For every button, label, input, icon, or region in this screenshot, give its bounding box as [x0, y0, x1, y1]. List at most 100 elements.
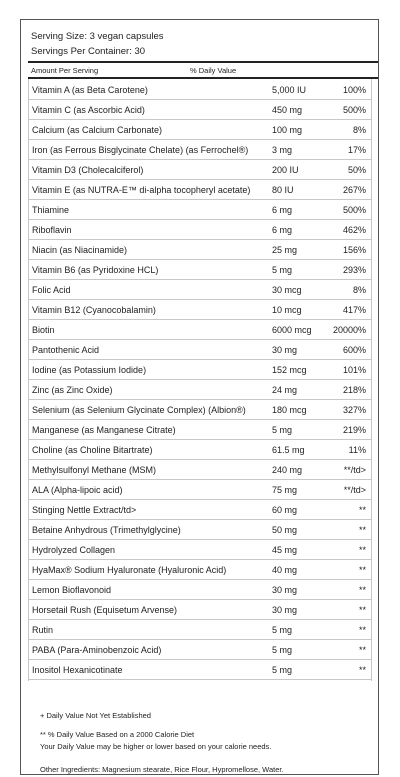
nutrient-name: Vitamin A (as Beta Carotene) [32, 85, 148, 95]
table-row: PABA (Para-Aminobenzoic Acid) 5 mg ** [28, 640, 372, 660]
table-row: Manganese (as Manganese Citrate) 5 mg 219% [28, 420, 372, 440]
amount: 10 mcg [272, 305, 302, 315]
daily-value: 267% [342, 185, 366, 195]
daily-value: ** [358, 645, 366, 655]
table-row: Vitamin B12 (Cyanocobalamin) 10 mcg 417% [28, 300, 372, 320]
table-row: Riboflavin 6 mg 462% [28, 220, 372, 240]
daily-value: 156% [342, 245, 366, 255]
nutrient-name: Selenium (as Selenium Glycinate Complex)… [32, 405, 246, 415]
table-row: Iodine (as Potassium Iodide) 152 mcg 101% [28, 360, 372, 380]
nutrient-name: Vitamin E (as NUTRA-E™ di-alpha tocopher… [32, 185, 251, 195]
daily-value: ** [358, 665, 366, 675]
table-row: Vitamin D3 (Cholecalciferol) 200 IU 50% [28, 160, 372, 180]
daily-value: ** [358, 525, 366, 535]
daily-value: 20000% [332, 325, 366, 335]
daily-value: 100% [342, 85, 366, 95]
amount: 60 mg [272, 505, 298, 515]
nutrient-name: Vitamin B12 (Cyanocobalamin) [32, 305, 156, 315]
amount: 450 mg [272, 105, 303, 115]
daily-value: 600% [342, 345, 366, 355]
nutrient-name: Vitamin D3 (Cholecalciferol) [32, 165, 144, 175]
daily-value: 8% [352, 125, 366, 135]
amount: 30 mg [272, 585, 298, 595]
nutrient-name: Rutin [32, 625, 54, 635]
dv-label: % Daily Value [190, 66, 237, 75]
daily-value: 462% [342, 225, 366, 235]
amount: 61.5 mg [272, 445, 305, 455]
nutrient-name: Iron (as Ferrous Bisglycinate Chelate) (… [32, 145, 249, 155]
amount: 30 mg [272, 345, 298, 355]
nutrient-name: Niacin (as Niacinamide) [32, 245, 128, 255]
daily-value: ** [358, 545, 366, 555]
table-row: Vitamin E (as NUTRA-E™ di-alpha tocopher… [28, 180, 372, 200]
table-row: Selenium (as Selenium Glycinate Complex)… [28, 400, 372, 420]
label-frame [20, 19, 379, 775]
footnote: Other Ingredients: Magnesium stearate, R… [40, 765, 284, 774]
table-row: Horsetail Rush (Equisetum Arvense) 30 mg *… [28, 600, 372, 620]
table-row: Choline (as Choline Bitartrate) 61.5 mg 11… [28, 440, 372, 460]
table-row: HyaMax® Sodium Hyaluronate (Hyaluronic A… [28, 560, 372, 580]
table-row: Biotin 6000 mcg 20000% [28, 320, 372, 340]
amount: 45 mg [272, 545, 298, 555]
nutrient-name: Zinc (as Zinc Oxide) [32, 385, 113, 395]
amount: 180 mcg [272, 405, 307, 415]
nutrient-name: Methylsulfonyl Methane (MSM) [32, 465, 157, 475]
table-row: Pantothenic Acid 30 mg 600% [28, 340, 372, 360]
nutrient-name: Inositol Hexanicotinate [32, 665, 123, 675]
table [28, 79, 372, 681]
serving-size: Serving Size: 3 vegan capsules [31, 31, 164, 42]
nutrient-name: Hydrolyzed Collagen [32, 545, 116, 555]
daily-value: 417% [342, 305, 366, 315]
nutrient-name: Vitamin B6 (as Pyridoxine HCL) [32, 265, 159, 275]
amount: 25 mg [272, 245, 298, 255]
nutrient-name: Manganese (as Manganese Citrate) [32, 425, 176, 435]
divider [28, 77, 378, 79]
nutrient-name: Iodine (as Potassium Iodide) [32, 365, 147, 375]
amount: 5 mg [272, 645, 293, 655]
daily-value: ** [358, 625, 366, 635]
daily-value: ** [358, 505, 366, 515]
amount: 200 IU [272, 165, 299, 175]
nutrient-name: Lemon Bioflavonoid [32, 585, 112, 595]
footnote: Your Daily Value may be higher or lower … [40, 742, 272, 751]
daily-value: 500% [342, 205, 366, 215]
nutrient-name: HyaMax® Sodium Hyaluronate (Hyaluronic A… [32, 565, 227, 575]
amount: 40 mg [272, 565, 298, 575]
nutrient-name: Pantothenic Acid [32, 345, 100, 355]
table-row: Thiamine 6 mg 500% [28, 200, 372, 220]
table-row: Hydrolyzed Collagen 45 mg ** [28, 540, 372, 560]
divider [28, 61, 378, 63]
table-row: ALA (Alpha-lipoic acid) 75 mg **/td> [28, 480, 372, 500]
table-row: Methylsulfonyl Methane (MSM) 240 mg **/td> [28, 460, 372, 480]
nutrient-name: Biotin [32, 325, 55, 335]
table-row: Vitamin B6 (as Pyridoxine HCL) 5 mg 293% [28, 260, 372, 280]
amount: 240 mg [272, 465, 303, 475]
amount: 152 mcg [272, 365, 307, 375]
nutrient-name: Vitamin C (as Ascorbic Acid) [32, 105, 145, 115]
daily-value: **/td> [343, 485, 366, 495]
nutrient-name: Calcium (as Calcium Carbonate) [32, 125, 163, 135]
table-row: Vitamin C (as Ascorbic Acid) 450 mg 500% [28, 100, 372, 120]
footnote: + Daily Value Not Yet Established [40, 711, 151, 720]
table-row: Calcium (as Calcium Carbonate) 100 mg 8% [28, 120, 372, 140]
table-row: Vitamin A (as Beta Carotene) 5,000 IU 100% [28, 80, 372, 100]
nutrient-name: Folic Acid [32, 285, 71, 295]
nutrient-name: ALA (Alpha-lipoic acid) [32, 485, 123, 495]
daily-value: 17% [347, 145, 366, 155]
amount: 6 mg [272, 205, 293, 215]
table-row: Niacin (as Niacinamide) 25 mg 156% [28, 240, 372, 260]
daily-value: 219% [342, 425, 366, 435]
amount: 5,000 IU [272, 85, 307, 95]
daily-value: 8% [352, 285, 366, 295]
amount: 3 mg [272, 145, 293, 155]
servings-per-container: Servings Per Container: 30 [31, 46, 146, 57]
daily-value: **/td> [343, 465, 366, 475]
amount-label: Amount Per Serving [31, 66, 99, 75]
daily-value: ** [358, 605, 366, 615]
table-row: Stinging Nettle Extract/td> 60 mg ** [28, 500, 372, 520]
amount: 5 mg [272, 665, 293, 675]
amount: 24 mg [272, 385, 298, 395]
amount: 30 mg [272, 605, 298, 615]
amount: 6000 mcg [272, 325, 312, 335]
nutrient-name: PABA (Para-Aminobenzoic Acid) [32, 645, 162, 655]
